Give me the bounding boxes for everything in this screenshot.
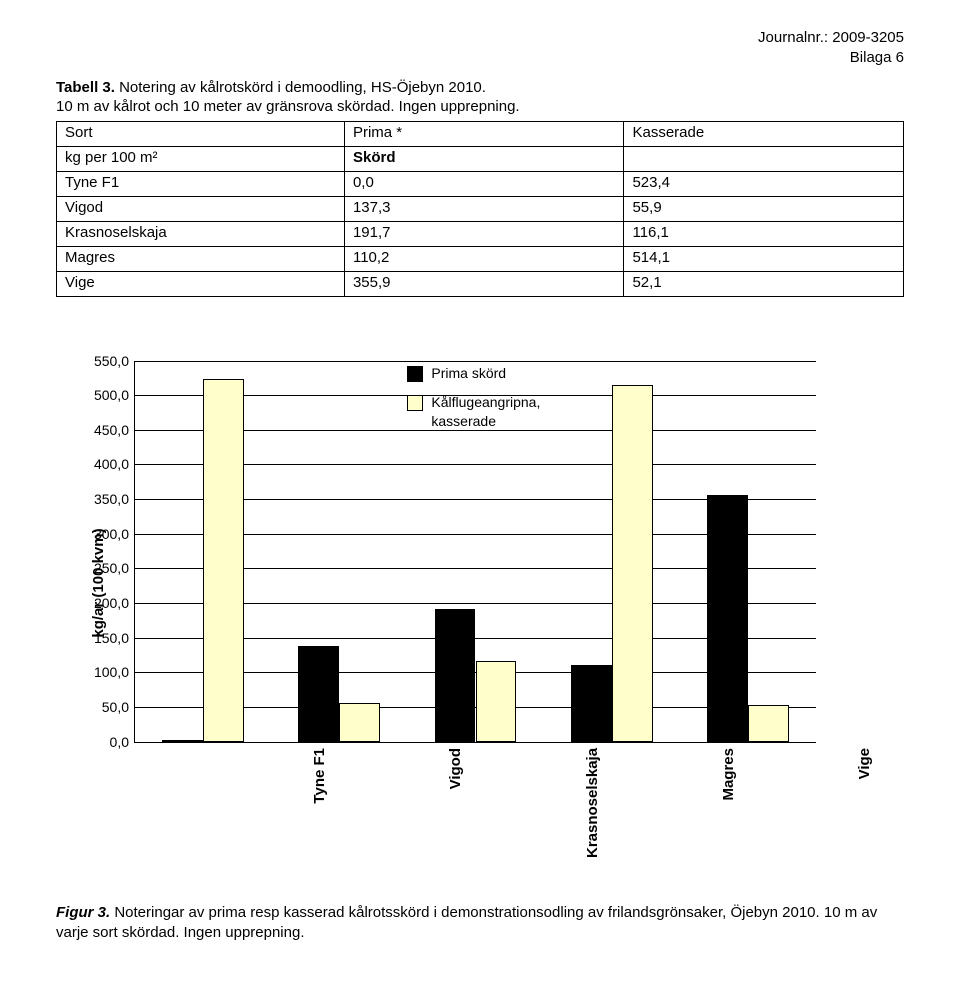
chart-ytick-label: 300,0 [94, 526, 129, 542]
chart-ytick-label: 450,0 [94, 422, 129, 438]
table-cell: 514,1 [624, 246, 904, 271]
chart-ytick-label: 250,0 [94, 560, 129, 576]
legend-label: Prima skörd [431, 364, 506, 383]
chart-bar [298, 646, 339, 741]
table-cell: Magres [57, 246, 345, 271]
table-cell: 523,4 [624, 171, 904, 196]
chart-ytick-label: 200,0 [94, 595, 129, 611]
table-cell: kg per 100 m² [57, 146, 345, 171]
chart-bar [707, 495, 748, 742]
table-cell: Vigod [57, 196, 345, 221]
chart-xtick-label: Magres [720, 748, 737, 858]
table-cell: Krasnoselskaja [57, 221, 345, 246]
table-cell: Skörd [344, 146, 624, 171]
table-cell: 116,1 [624, 221, 904, 246]
chart-ytick-label: 0,0 [110, 734, 129, 750]
table-cell: Vige [57, 271, 345, 296]
table-header-cell: Sort [57, 121, 345, 146]
table-title: Tabell 3. Notering av kålrotskörd i demo… [56, 79, 904, 96]
bilaga-number: Bilaga 6 [56, 48, 904, 68]
table-header-cell: Prima * [344, 121, 624, 146]
chart-ytick-label: 100,0 [94, 664, 129, 680]
table-cell: 110,2 [344, 246, 624, 271]
chart-ylabel: kg/ar (100 kvm) [90, 528, 107, 637]
table-title-bold: Tabell 3. [56, 79, 115, 96]
chart-ytick-label: 350,0 [94, 491, 129, 507]
chart-gridline [135, 361, 816, 362]
table-cell: 191,7 [344, 221, 624, 246]
legend-swatch [407, 395, 423, 411]
table-cell [624, 146, 904, 171]
legend-label: Kålflugeangripna,kasserade [431, 393, 540, 431]
chart-bar [476, 661, 517, 741]
table-header-cell: Kasserade [624, 121, 904, 146]
chart-bar [435, 609, 476, 742]
chart-xtick-label: Krasnoselskaja [584, 748, 601, 858]
chart-xtick-label: Vigod [447, 748, 464, 858]
chart-bar [203, 379, 244, 742]
bar-chart: kg/ar (100 kvm) Prima skörd Kålflugeangri… [66, 353, 826, 813]
journal-number: Journalnr.: 2009-3205 [56, 28, 904, 48]
chart-bar [748, 705, 789, 741]
chart-ytick-label: 50,0 [102, 699, 129, 715]
table-cell: 55,9 [624, 196, 904, 221]
chart-xtick-label: Tyne F1 [311, 748, 328, 858]
table-cell: Tyne F1 [57, 171, 345, 196]
table-cell: 0,0 [344, 171, 624, 196]
chart-ytick-label: 150,0 [94, 630, 129, 646]
page-header: Journalnr.: 2009-3205 Bilaga 6 [56, 28, 904, 69]
figure-caption-bold: Figur 3. [56, 904, 110, 921]
chart-bar [612, 385, 653, 741]
chart-bar [162, 740, 203, 742]
legend-swatch [407, 366, 423, 382]
chart-ytick-label: 550,0 [94, 353, 129, 369]
table-cell: 137,3 [344, 196, 624, 221]
chart-ytick-label: 500,0 [94, 387, 129, 403]
table-title-rest: Notering av kålrotskörd i demoodling, HS… [115, 79, 486, 96]
table-cell: 52,1 [624, 271, 904, 296]
table-subtitle: 10 m av kålrot och 10 meter av gränsrova… [56, 98, 904, 115]
chart-ytick-label: 400,0 [94, 456, 129, 472]
chart-bar [339, 703, 380, 742]
figure-caption-rest: Noteringar av prima resp kasserad kålrot… [56, 904, 877, 941]
data-table: SortPrima *Kasserade kg per 100 m²SkördTy… [56, 121, 904, 297]
chart-legend: Prima skörd Kålflugeangripna,kasserade [407, 364, 540, 441]
chart-xtick-label: Vige [856, 748, 873, 858]
figure-caption: Figur 3. Noteringar av prima resp kasser… [56, 903, 904, 944]
table-cell: 355,9 [344, 271, 624, 296]
chart-bar [571, 665, 612, 741]
